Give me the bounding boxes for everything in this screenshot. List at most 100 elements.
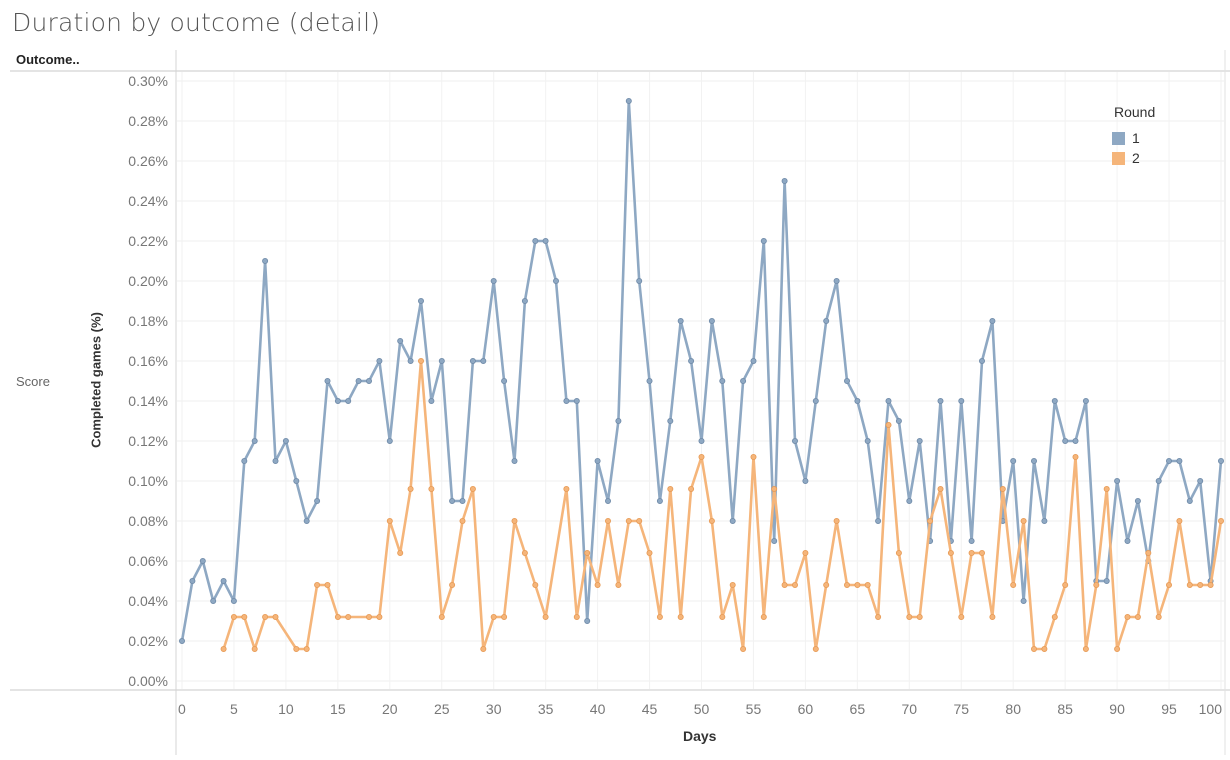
data-point: [605, 518, 612, 525]
data-point: [573, 614, 580, 621]
data-point: [573, 397, 580, 404]
y-tick-label: 0.22%: [128, 233, 168, 249]
legend-item-round-1[interactable]: 1: [1110, 128, 1159, 148]
data-point: [251, 646, 258, 653]
y-axis-ticks: 0.00% 0.02% 0.04% 0.06% 0.08% 0.10% 0.12% 0.14%…: [128, 73, 168, 689]
data-point: [729, 518, 736, 525]
data-point: [511, 457, 518, 464]
data-point: [1207, 582, 1214, 589]
data-point: [802, 550, 809, 557]
data-point: [397, 337, 404, 344]
data-point: [324, 377, 331, 384]
legend[interactable]: Round 1 2: [1110, 102, 1159, 168]
data-point: [365, 614, 372, 621]
data-point: [1082, 397, 1089, 404]
data-point: [1114, 477, 1121, 484]
x-tick-label: 60: [798, 701, 814, 717]
data-point: [895, 550, 902, 557]
data-point: [823, 582, 830, 589]
data-point: [501, 614, 508, 621]
y-tick-label: 0.02%: [128, 633, 168, 649]
legend-swatch-1: [1112, 131, 1125, 145]
data-point: [698, 453, 705, 460]
data-point: [760, 237, 767, 244]
data-point: [1010, 457, 1017, 464]
data-point: [916, 437, 923, 444]
data-point: [334, 397, 341, 404]
x-tick-label: 40: [590, 701, 606, 717]
data-point: [719, 614, 726, 621]
data-point: [1051, 397, 1058, 404]
data-point: [812, 646, 819, 653]
data-point: [771, 485, 778, 492]
data-point: [979, 357, 986, 364]
data-point: [272, 614, 279, 621]
data-point: [521, 550, 528, 557]
data-point: [293, 477, 300, 484]
x-tick-label: 80: [1005, 701, 1021, 717]
y-tick-label: 0.28%: [128, 113, 168, 129]
data-point: [272, 457, 279, 464]
x-tick-label: 25: [434, 701, 450, 717]
y-tick-label: 0.08%: [128, 513, 168, 529]
legend-label-2: 2: [1132, 150, 1140, 166]
data-point: [490, 614, 497, 621]
data-point: [989, 614, 996, 621]
data-point: [667, 485, 674, 492]
data-point: [937, 485, 944, 492]
data-point: [480, 646, 487, 653]
data-point: [708, 518, 715, 525]
data-point: [459, 518, 466, 525]
data-point: [345, 397, 352, 404]
data-point: [1093, 582, 1100, 589]
data-point: [895, 417, 902, 424]
data-point: [1197, 477, 1204, 484]
data-point: [1155, 614, 1162, 621]
data-point: [1155, 477, 1162, 484]
data-point: [937, 397, 944, 404]
y-tick-label: 0.10%: [128, 473, 168, 489]
data-point: [750, 357, 757, 364]
data-point: [376, 357, 383, 364]
data-point: [480, 357, 487, 364]
data-point: [1176, 457, 1183, 464]
data-point: [625, 98, 632, 105]
data-point: [854, 582, 861, 589]
series-2: [220, 357, 1225, 653]
y-tick-label: 0.12%: [128, 433, 168, 449]
data-point: [968, 550, 975, 557]
row-header[interactable]: Outcome..: [16, 52, 80, 67]
data-point: [241, 457, 248, 464]
data-point: [792, 437, 799, 444]
data-point: [220, 646, 227, 653]
data-point: [1166, 457, 1173, 464]
data-point: [656, 614, 663, 621]
data-point: [220, 578, 227, 585]
x-tick-label: 100: [1199, 701, 1223, 717]
data-point: [428, 485, 435, 492]
data-point: [376, 614, 383, 621]
legend-item-round-2[interactable]: 2: [1110, 148, 1159, 168]
data-point: [1031, 457, 1038, 464]
data-point: [958, 614, 965, 621]
data-point: [594, 582, 601, 589]
data-point: [916, 614, 923, 621]
data-point: [844, 377, 851, 384]
data-point: [781, 582, 788, 589]
data-point: [625, 518, 632, 525]
data-point: [365, 377, 372, 384]
x-tick-label: 0: [178, 701, 186, 717]
chart-title: Duration by outcome (detail): [12, 8, 381, 37]
data-point: [542, 614, 549, 621]
data-point: [968, 538, 975, 545]
data-point: [1041, 518, 1048, 525]
data-point: [303, 518, 310, 525]
x-tick-label: 5: [230, 701, 238, 717]
x-tick-label: 65: [850, 701, 866, 717]
y-tick-label: 0.14%: [128, 393, 168, 409]
data-point: [656, 497, 663, 504]
data-point: [251, 437, 258, 444]
y-tick-label: 0.04%: [128, 593, 168, 609]
data-point: [459, 497, 466, 504]
